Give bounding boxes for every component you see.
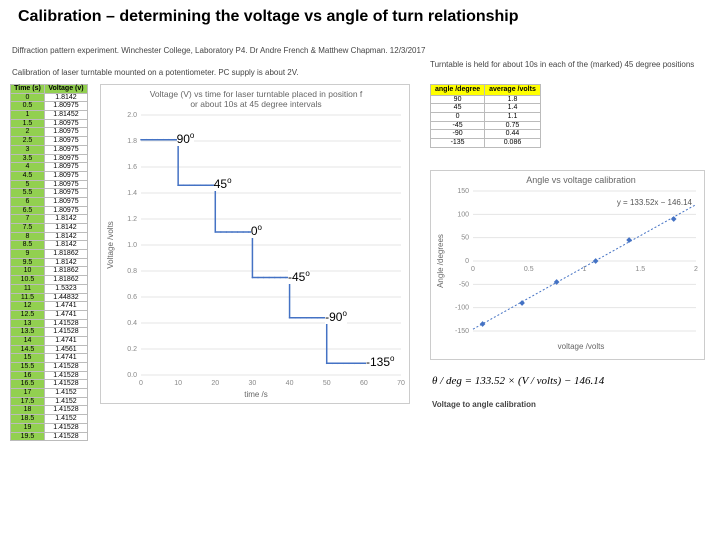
svg-text:0: 0	[139, 380, 143, 387]
page-title: Calibration – determining the voltage vs…	[18, 8, 519, 26]
svg-text:time /s: time /s	[244, 390, 268, 399]
calib-table: angle /degreeaverage /volts901.8451.401.…	[430, 84, 541, 148]
svg-text:-150: -150	[455, 328, 469, 335]
svg-text:10: 10	[174, 380, 182, 387]
svg-text:1.0: 1.0	[127, 242, 137, 249]
svg-text:or about 10s at 45 degree inte: or about 10s at 45 degree intervals	[190, 99, 321, 109]
svg-text:20: 20	[211, 380, 219, 387]
angle-label: 90o	[177, 131, 195, 146]
svg-text:0.2: 0.2	[127, 346, 137, 353]
svg-text:0.0: 0.0	[127, 372, 137, 379]
svg-text:0.8: 0.8	[127, 268, 137, 275]
svg-text:Angle /degrees: Angle /degrees	[436, 234, 445, 288]
calib-line: Calibration of laser turntable mounted o…	[12, 68, 299, 77]
angle-label: 45o	[214, 176, 232, 191]
turntable-note: Turntable is held for about 10s in each …	[430, 60, 700, 69]
svg-text:voltage /volts: voltage /volts	[558, 342, 605, 351]
angle-label: 0o	[251, 223, 262, 238]
svg-text:0.4: 0.4	[127, 320, 137, 327]
svg-text:70: 70	[397, 380, 405, 387]
svg-text:Voltage (V) vs time for laser: Voltage (V) vs time for laser turntable …	[150, 89, 363, 99]
voltage-time-table: Time (s)Voltage (v)01.81420.51.8097511.8…	[10, 84, 88, 441]
svg-text:100: 100	[457, 211, 469, 218]
svg-text:0: 0	[465, 258, 469, 265]
svg-text:50: 50	[323, 380, 331, 387]
svg-text:50: 50	[461, 235, 469, 242]
svg-text:1.5: 1.5	[635, 266, 645, 273]
svg-text:2: 2	[694, 266, 698, 273]
experiment-line: Diffraction pattern experiment. Winchest…	[12, 46, 425, 55]
calibration-equation: θ / deg = 133.52 × (V / volts) − 146.14	[432, 375, 604, 387]
svg-text:0: 0	[471, 266, 475, 273]
svg-text:1.6: 1.6	[127, 164, 137, 171]
bottom-note: Voltage to angle calibration	[432, 400, 536, 409]
svg-text:Angle vs voltage calibration: Angle vs voltage calibration	[526, 175, 636, 185]
svg-text:40: 40	[286, 380, 294, 387]
scatter-chart: Angle vs voltage calibration -150 -100 -50 0…	[430, 170, 705, 360]
svg-text:30: 30	[249, 380, 257, 387]
angle-label: -135o	[366, 354, 394, 369]
svg-text:1.2: 1.2	[127, 216, 137, 223]
svg-text:1: 1	[583, 266, 587, 273]
svg-text:60: 60	[360, 380, 368, 387]
svg-text:-50: -50	[459, 281, 469, 288]
svg-text:150: 150	[457, 188, 469, 195]
svg-text:-100: -100	[455, 305, 469, 312]
svg-text:2.0: 2.0	[127, 112, 137, 119]
svg-text:1.8: 1.8	[127, 138, 137, 145]
svg-text:1.4: 1.4	[127, 190, 137, 197]
step-chart: Voltage (V) vs time for laser turntable …	[100, 84, 410, 404]
angle-label: -90o	[325, 309, 347, 324]
angle-label: -45o	[288, 269, 310, 284]
svg-text:Voltage /volts: Voltage /volts	[106, 221, 115, 269]
svg-text:0.5: 0.5	[524, 266, 534, 273]
svg-text:0.6: 0.6	[127, 294, 137, 301]
svg-text:y = 133.52x − 146.14: y = 133.52x − 146.14	[617, 198, 693, 207]
